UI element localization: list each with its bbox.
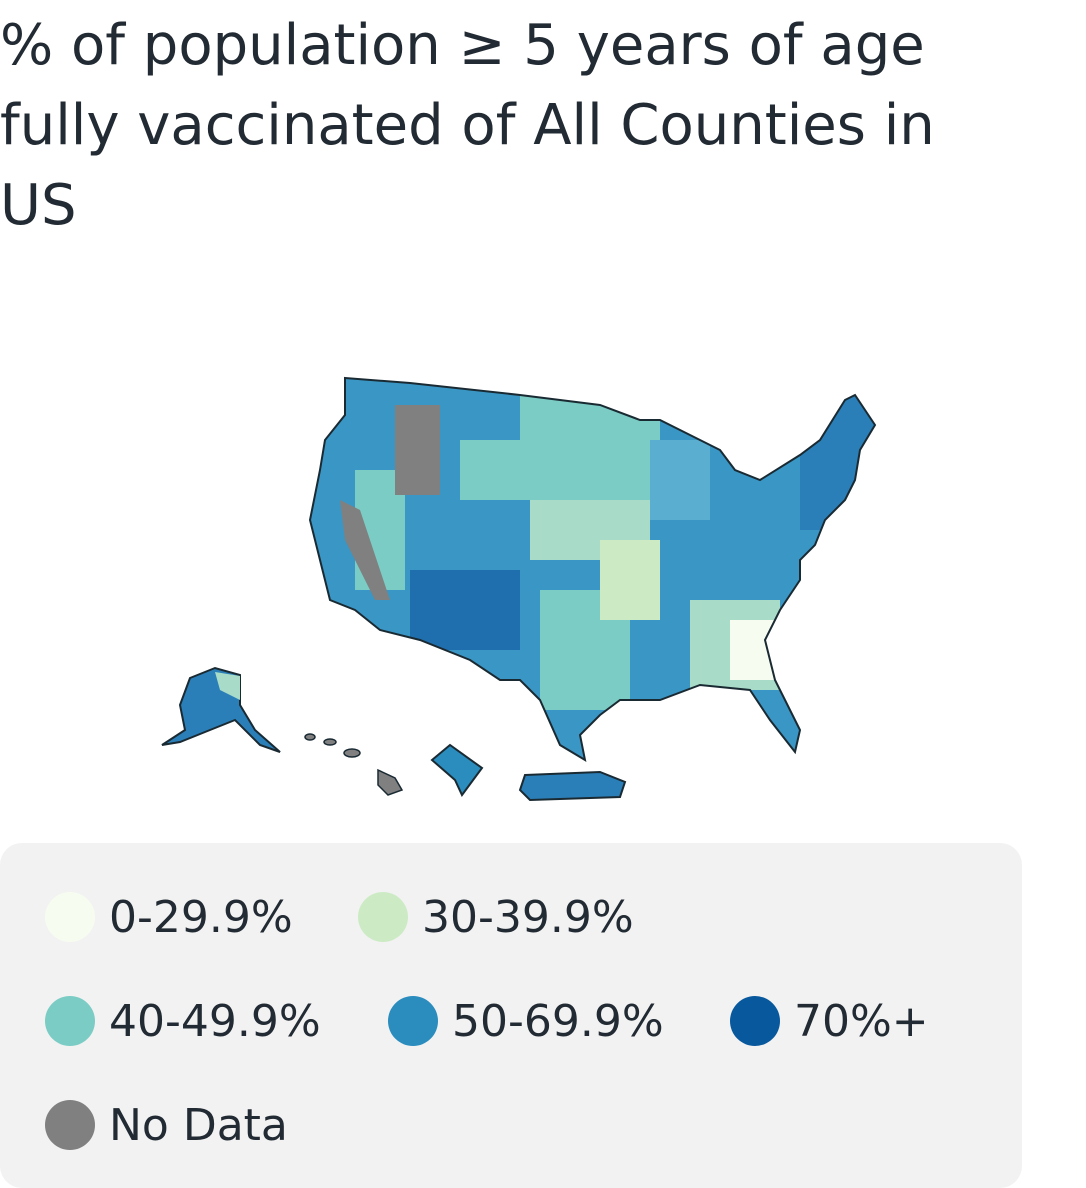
legend-swatch xyxy=(358,892,408,942)
legend-label: 30-39.9% xyxy=(422,891,634,943)
legend-swatch xyxy=(730,996,780,1046)
legend-label: 0-29.9% xyxy=(109,891,293,943)
legend-label: 40-49.9% xyxy=(109,995,321,1047)
legend-item: No Data xyxy=(45,1099,288,1151)
hawaii xyxy=(304,733,404,796)
legend-swatch xyxy=(45,892,95,942)
legend-label: 70%+ xyxy=(794,995,929,1047)
title: % of population ≥ 5 years of age fully v… xyxy=(0,13,935,238)
legend-swatch xyxy=(45,996,95,1046)
legend-item: 0-29.9% xyxy=(45,891,293,943)
dc-inset xyxy=(430,743,484,797)
legend: 0-29.9% 30-39.9% 40-49.9% 50-69.9% 70%+ No Da… xyxy=(0,843,1022,1188)
alaska-region xyxy=(215,672,240,700)
legend-item: 50-69.9% xyxy=(388,995,664,1047)
legend-item: 70%+ xyxy=(730,995,929,1047)
legend-item: 40-49.9% xyxy=(45,995,321,1047)
legend-label: 50-69.9% xyxy=(452,995,664,1047)
legend-swatch xyxy=(388,996,438,1046)
mainland-outline xyxy=(308,376,877,763)
legend-item: 30-39.9% xyxy=(358,891,634,943)
puerto-rico xyxy=(518,770,627,802)
legend-swatch xyxy=(45,1100,95,1150)
mainland xyxy=(310,378,875,760)
legend-label: No Data xyxy=(109,1099,288,1151)
map xyxy=(161,376,877,802)
